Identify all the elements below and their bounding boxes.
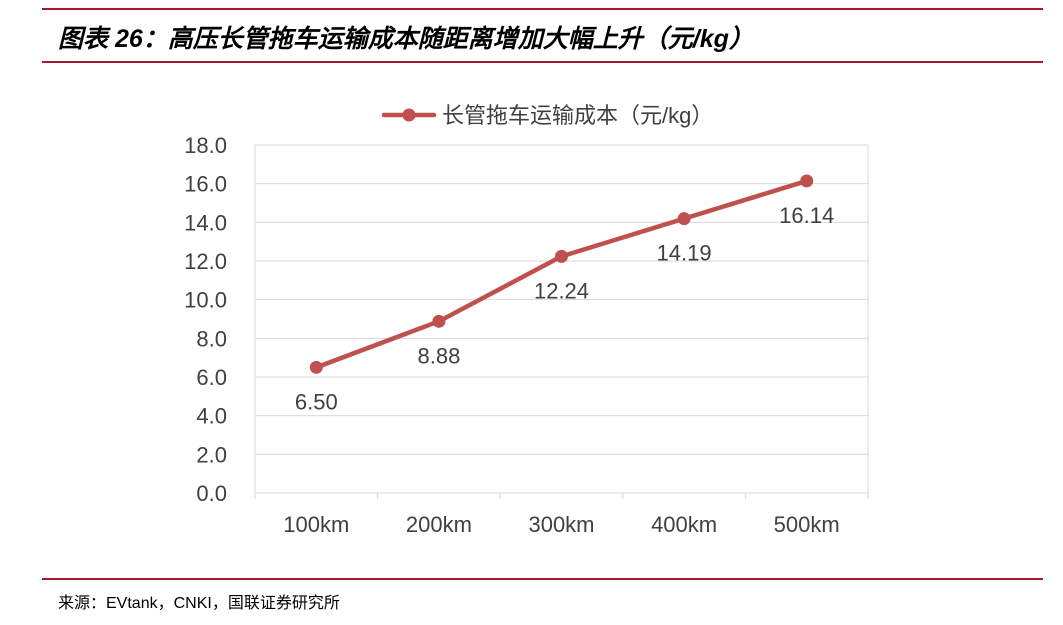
line-chart: 0.0 2.0 4.0 6.0 8.0 10.0 12.0 14.0 16.0 18.0 100km… bbox=[184, 103, 869, 537]
data-label: 14.19 bbox=[657, 241, 712, 266]
data-label: 12.24 bbox=[534, 278, 589, 303]
y-tick-label: 4.0 bbox=[196, 404, 227, 429]
x-tick-label: 100km bbox=[283, 512, 349, 537]
y-tick-label: 16.0 bbox=[184, 172, 227, 197]
y-tick-label: 14.0 bbox=[184, 210, 227, 235]
legend-marker bbox=[402, 108, 416, 122]
data-label: 16.14 bbox=[779, 203, 834, 228]
y-tick-label: 2.0 bbox=[196, 442, 227, 467]
data-point bbox=[677, 212, 691, 226]
x-tick-label: 500km bbox=[774, 512, 840, 537]
y-tick-label: 12.0 bbox=[184, 249, 227, 274]
legend-label: 长管拖车运输成本（元/kg） bbox=[442, 103, 713, 128]
data-point bbox=[555, 249, 568, 263]
top-rule bbox=[42, 8, 1043, 10]
figure-title: 图表 26：高压长管拖车运输成本随距离增加大幅上升（元/kg） bbox=[58, 25, 754, 53]
y-tick-label: 6.0 bbox=[196, 365, 227, 390]
y-tick-label: 8.0 bbox=[196, 326, 227, 351]
title-rule bbox=[42, 61, 1043, 63]
x-tick-label: 400km bbox=[651, 512, 717, 537]
data-point bbox=[309, 360, 323, 374]
source-note: 来源：EVtank，CNKI，国联证券研究所 bbox=[58, 595, 340, 612]
series-line bbox=[314, 178, 809, 370]
x-tick-label: 300km bbox=[528, 512, 594, 537]
y-tick-label: 10.0 bbox=[184, 288, 227, 313]
bottom-rule bbox=[42, 578, 1043, 580]
y-tick-label: 0.0 bbox=[196, 481, 227, 506]
y-tick-label: 18.0 bbox=[184, 133, 227, 158]
x-tick-label: 200km bbox=[406, 512, 472, 537]
data-point bbox=[800, 174, 814, 188]
data-label: 8.88 bbox=[417, 343, 460, 368]
data-label: 6.50 bbox=[295, 389, 338, 414]
data-point bbox=[432, 314, 446, 328]
